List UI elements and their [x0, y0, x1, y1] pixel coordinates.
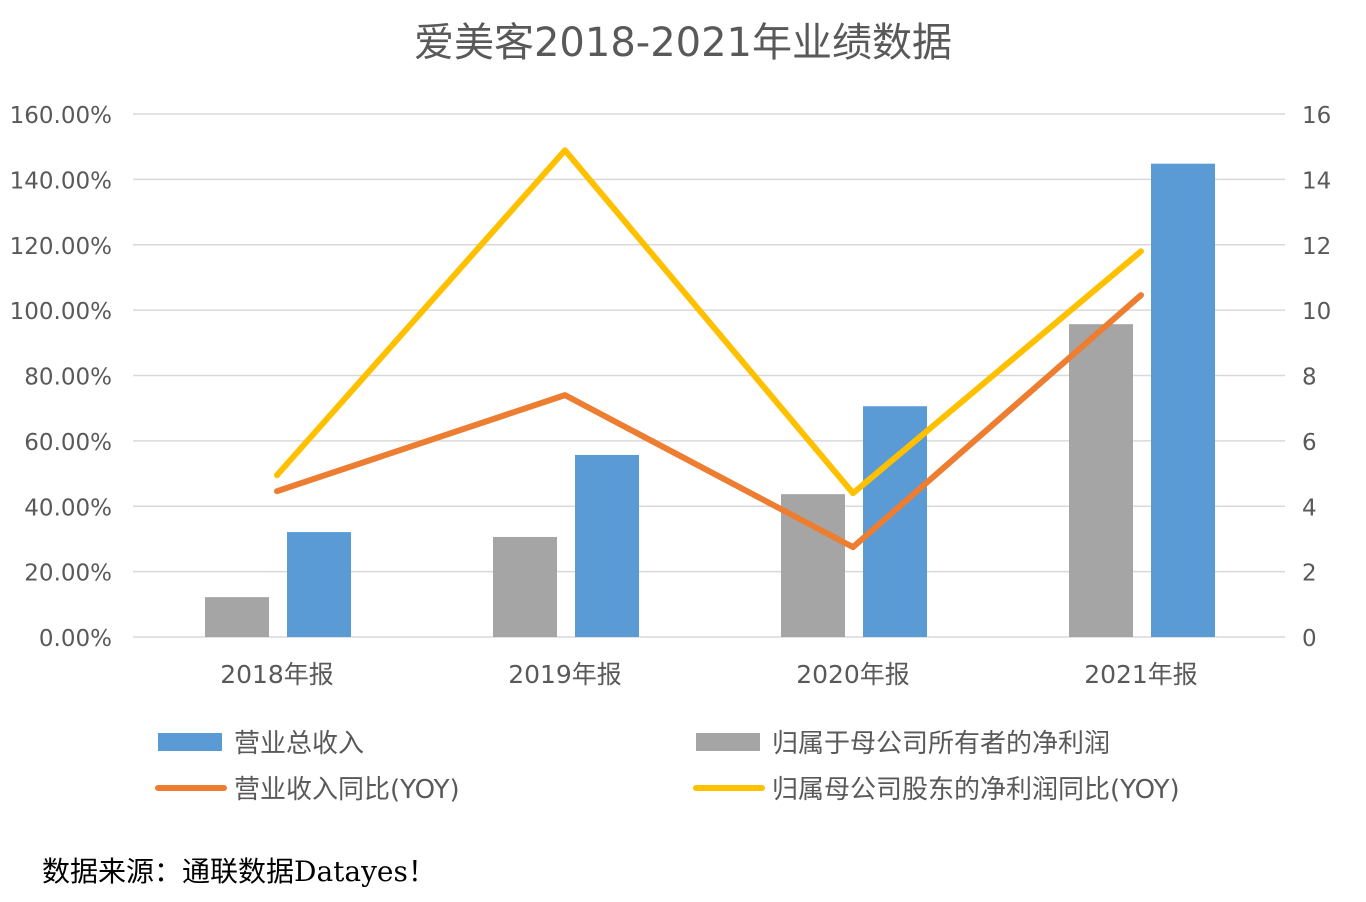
legend-label: 归属于母公司所有者的净利润: [772, 729, 1110, 759]
legend-label: 归属母公司股东的净利润同比(YOY): [772, 775, 1180, 805]
left-tick-label: 0.00%: [39, 626, 112, 652]
legend-swatch: [158, 733, 222, 751]
right-tick-label: 0: [1302, 626, 1317, 652]
right-tick-label: 16: [1302, 103, 1331, 129]
left-tick-label: 60.00%: [24, 430, 112, 456]
category-label: 2019年报: [508, 660, 622, 689]
left-tick-label: 160.00%: [10, 103, 112, 129]
bar-revenue: [863, 406, 927, 637]
left-tick-label: 20.00%: [24, 561, 112, 587]
legend-swatch: [696, 733, 760, 751]
category-label: 2018年报: [220, 660, 334, 689]
data-source-note: 数据来源：通联数据Datayes！: [42, 855, 436, 888]
category-label: 2020年报: [796, 660, 910, 689]
right-tick-label: 10: [1302, 299, 1331, 325]
legend-label: 营业总收入: [234, 729, 364, 759]
line-net-profit-yoy: [274, 147, 1144, 497]
right-tick-label: 12: [1302, 234, 1331, 260]
left-tick-label: 140.00%: [10, 168, 112, 194]
right-tick-label: 8: [1302, 365, 1317, 391]
legend-label: 营业收入同比(YOY): [234, 775, 460, 805]
right-tick-label: 6: [1302, 430, 1317, 456]
right-tick-label: 14: [1302, 168, 1331, 194]
bar-net-profit: [205, 597, 269, 637]
left-tick-label: 40.00%: [24, 495, 112, 521]
left-tick-label: 80.00%: [24, 365, 112, 391]
bar-revenue: [287, 532, 351, 637]
right-tick-label: 2: [1302, 561, 1317, 587]
line-revenue-yoy: [274, 292, 1144, 551]
right-tick-label: 4: [1302, 495, 1317, 521]
left-tick-label: 100.00%: [10, 299, 112, 325]
bar-revenue: [1151, 163, 1215, 637]
left-tick-label: 120.00%: [10, 234, 112, 260]
bar-net-profit: [1069, 324, 1133, 637]
chart-title: 爱美客2018-2021年业绩数据: [414, 20, 952, 66]
bar-revenue: [575, 454, 639, 637]
bar-net-profit: [493, 536, 557, 637]
category-label: 2021年报: [1084, 660, 1198, 689]
